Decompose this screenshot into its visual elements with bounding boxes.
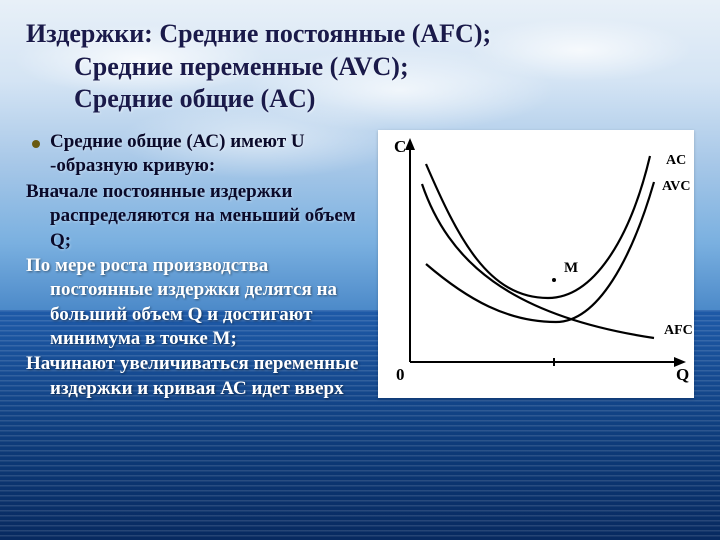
ac-curve (426, 156, 650, 298)
ac-label: AC (666, 153, 686, 168)
chart-svg: M C Q 0 AC AVC AFC (378, 130, 694, 398)
paragraph-1: Вначале постоянные издержки распределяют… (26, 180, 366, 253)
y-axis-arrow-icon (405, 138, 415, 150)
x-axis-label: Q (676, 365, 689, 384)
bullet-item: Средние общие (АС) имеют U -образную кри… (26, 130, 366, 179)
origin-label: 0 (396, 365, 405, 384)
slide-container: Издержки: Средние постоянные (AFC); Сред… (0, 0, 720, 540)
slide-title: Издержки: Средние постоянные (AFC); Сред… (26, 18, 694, 116)
m-label: M (564, 260, 578, 276)
title-line-3: Средние общие (AC) (26, 83, 694, 116)
y-axis-label: C (394, 137, 406, 156)
text-column: Средние общие (АС) имеют U -образную кри… (26, 130, 366, 401)
content-row: Средние общие (АС) имеют U -образную кри… (26, 130, 694, 401)
bullet-text: Средние общие (АС) имеют U -образную кри… (50, 130, 366, 179)
afc-curve (422, 184, 654, 338)
avc-label: AVC (662, 179, 691, 194)
cost-curves-chart: M C Q 0 AC AVC AFC (378, 130, 694, 398)
title-line-1: Издержки: Средние постоянные (AFC); (26, 19, 491, 48)
afc-label: AFC (664, 323, 693, 338)
m-point (552, 278, 556, 282)
paragraph-3: Начинают увеличиваться переменные издерж… (26, 352, 366, 401)
title-line-2: Средние переменные (AVC); (26, 51, 694, 84)
paragraph-2: По мере роста производства постоянные из… (26, 254, 366, 351)
bullet-dot-icon (32, 140, 40, 148)
